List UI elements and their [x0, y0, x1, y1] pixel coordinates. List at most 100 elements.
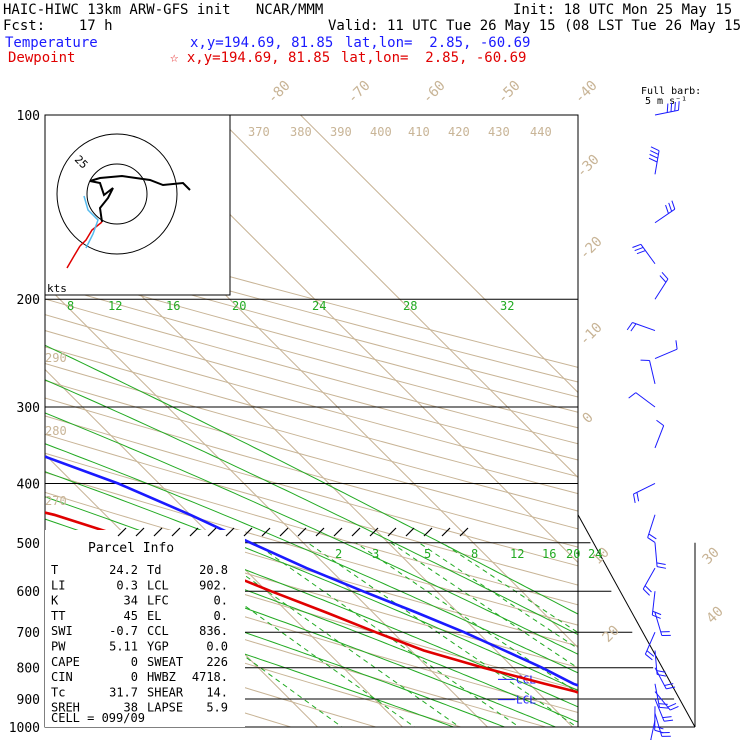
freezing-level-hatch	[315, 527, 325, 537]
wind-barb-flag	[658, 703, 668, 705]
dry-adiabat-line	[45, 600, 463, 727]
isotherm-label: -80	[265, 78, 294, 107]
wind-barb-flag	[664, 719, 674, 722]
moist-adiabat-line	[45, 344, 578, 615]
theta-label: 440	[530, 125, 552, 139]
parcel-key: Td	[147, 563, 161, 577]
mixing-ratio-line	[355, 542, 578, 694]
init-time: Init: 18 UTC Mon 25 May 15	[513, 2, 733, 18]
mixing-ratio-label: 2	[335, 547, 342, 561]
moist-adiabat-label: 12	[108, 299, 122, 313]
dry-adiabat-line	[45, 268, 578, 413]
wind-barb-staff	[654, 425, 665, 449]
parcel-value: 0.	[214, 609, 228, 623]
parcel-key: LAPSE	[147, 701, 183, 715]
wind-barb-flag	[648, 157, 658, 163]
wind-barb-staff	[654, 698, 665, 722]
isotherm-label: -60	[420, 78, 449, 107]
wind-barb-flag	[674, 101, 676, 112]
pressure-label: 100	[17, 109, 40, 124]
mixing-ratio-line	[254, 542, 521, 727]
theta-label: 390	[330, 125, 352, 139]
parcel-value: 14.	[206, 685, 228, 699]
wind-barb-flag	[667, 702, 677, 708]
freezing-level-hatch	[153, 527, 163, 537]
isotherm-label: 40	[704, 604, 727, 627]
mixing-ratio-label: 3	[372, 547, 379, 561]
parcel-value: 20.8	[199, 563, 228, 577]
isotherm-line	[45, 368, 404, 727]
wind-barb-staff	[654, 713, 663, 737]
freezing-level-hatch	[405, 527, 415, 537]
wind-barb-staff	[651, 591, 656, 616]
freezing-level-hatch	[423, 527, 433, 537]
hodograph-mid-trace	[83, 195, 99, 249]
wind-barb-flag	[666, 686, 676, 690]
freezing-level-hatch	[225, 527, 235, 537]
wind-barb-flag	[634, 246, 644, 252]
freezing-level-hatch	[441, 527, 451, 537]
wind-barb-flag	[657, 566, 667, 569]
wind-barb-flag	[650, 150, 659, 155]
isotherm-label: -20	[577, 234, 606, 263]
parcel-key: CIN	[51, 670, 73, 684]
freezing-level-hatch	[459, 527, 469, 537]
temperature-latlon: lat,lon= 2.85, -60.69	[345, 35, 531, 51]
theta-label: 380	[290, 125, 312, 139]
mixing-ratio-label: 16	[542, 547, 556, 561]
moist-adiabat-label: 16	[166, 299, 180, 313]
wind-barb-staff	[654, 208, 676, 224]
parcel-value: -0.7	[109, 624, 138, 638]
moist-adiabat-label: 20	[232, 299, 246, 313]
isotherm-label: -10	[577, 320, 606, 349]
temperature-legend-label: Temperature	[5, 35, 98, 51]
isotherm-label: -50	[495, 78, 524, 107]
pressure-label: 500	[17, 537, 40, 552]
barb-legend-value: 5 m s⁻¹	[645, 96, 687, 107]
mixing-ratio-line	[89, 542, 343, 727]
wind-barb-flag	[665, 204, 669, 214]
dewpoint-legend-label: Dewpoint	[8, 50, 76, 66]
freezing-level-hatch	[135, 527, 145, 537]
plot-frame	[44, 114, 579, 728]
hodograph-lower-trace	[79, 221, 103, 247]
wind-barb-flag	[656, 562, 666, 565]
theta-label: 430	[488, 125, 510, 139]
wind-barb-flag	[626, 322, 633, 331]
parcel-key: K	[51, 594, 59, 608]
parcel-value: 0.3	[116, 578, 138, 592]
parcel-key: CAPE	[51, 655, 80, 669]
freezing-level-hatch	[243, 527, 253, 537]
parcel-value: 24.2	[109, 563, 138, 577]
freezing-level-hatch	[351, 527, 361, 537]
parcel-key: LI	[51, 578, 65, 592]
parcel-key: YGP	[147, 640, 169, 654]
dry-adiabat-line	[45, 433, 578, 586]
isotherm-line	[214, 115, 578, 479]
theta-label: 420	[448, 125, 470, 139]
mixing-ratio-label: 12	[510, 547, 524, 561]
wind-barb-staff	[644, 631, 656, 655]
wind-barb-staff	[654, 348, 678, 359]
wind-barb-flag	[678, 101, 680, 111]
moist-adiabat-line	[45, 379, 578, 636]
parcel-key: SWI	[51, 624, 73, 638]
wind-barb-flag	[630, 323, 637, 332]
wind-barb-flag	[652, 610, 662, 616]
freezing-level-hatch	[207, 527, 217, 537]
barb-legend-title: Full barb:	[641, 86, 701, 97]
wind-barb-flag	[646, 650, 655, 657]
parcel-value: 0.0	[206, 640, 228, 654]
parcel-value: 45	[124, 609, 138, 623]
freezing-level-hatch	[189, 527, 199, 537]
parcel-value: 0.	[214, 594, 228, 608]
wind-barb-flag	[671, 200, 676, 210]
isotherm-label: -40	[572, 78, 601, 107]
model-title: HAIC-HIWC 13km ARW-GFS init NCAR/MMM	[3, 2, 324, 18]
freezing-level-hatch	[171, 527, 181, 537]
parcel-value: 836.	[199, 624, 228, 638]
parcel-key: Tc	[51, 685, 65, 699]
wind-barb-flag	[670, 705, 679, 711]
dry-adiabat-line	[45, 239, 578, 383]
